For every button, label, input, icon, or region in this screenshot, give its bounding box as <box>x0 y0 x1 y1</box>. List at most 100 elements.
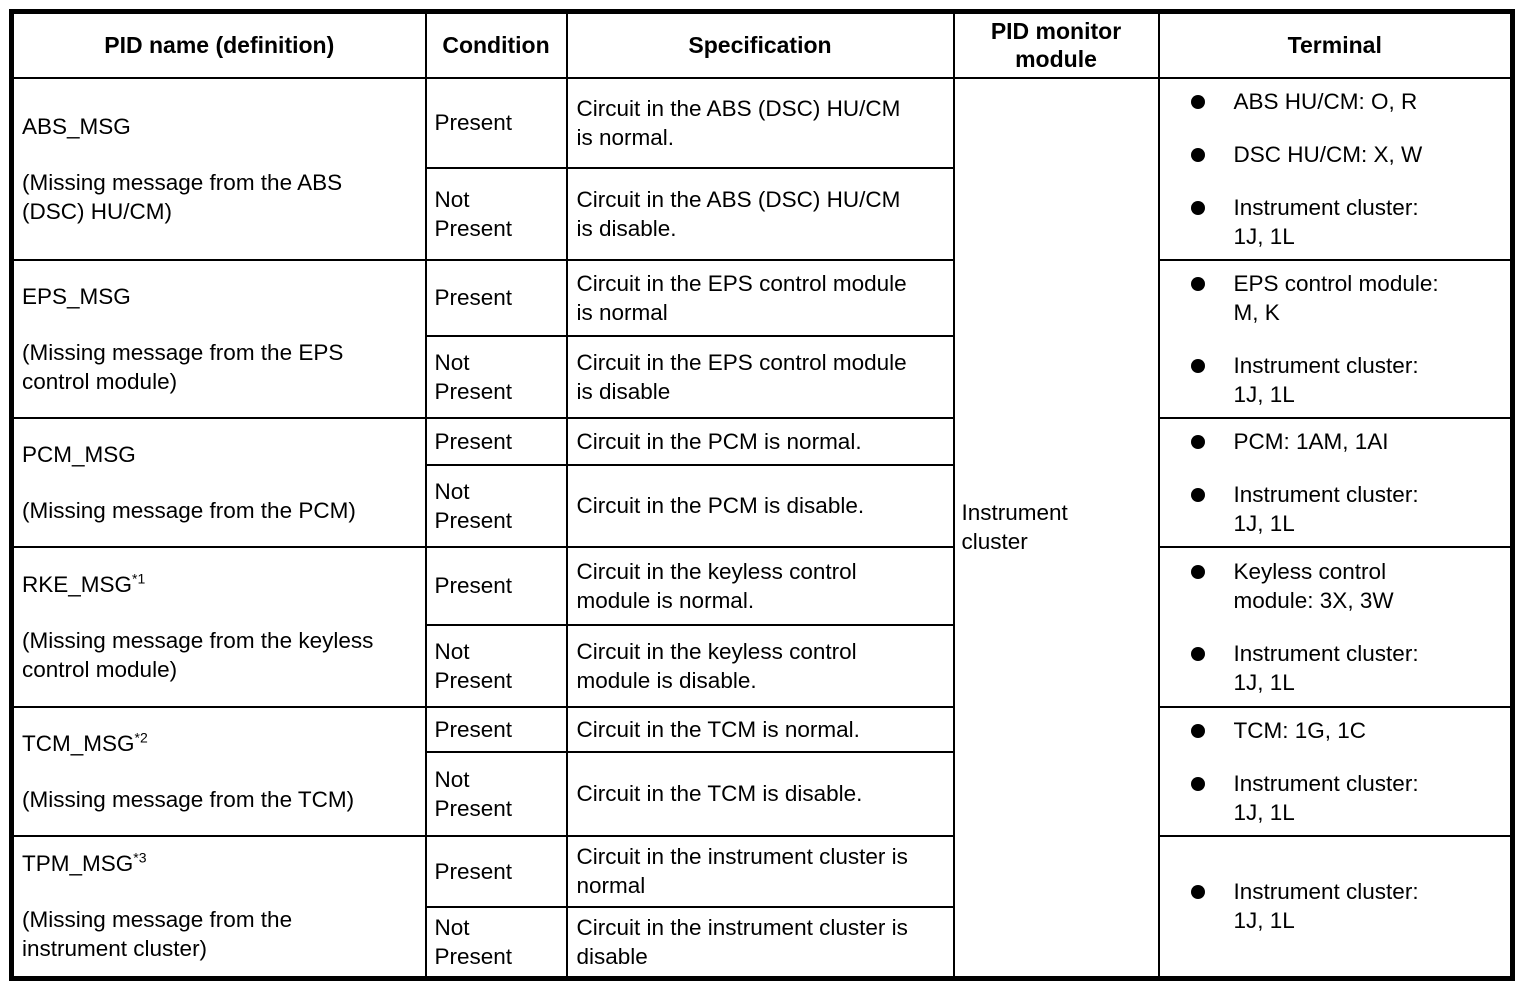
header-specification: Specification <box>565 10 955 79</box>
terminal-text: Instrument cluster: 1J, 1L <box>1233 770 1419 825</box>
specification-cell: Circuit in the PCM is normal. <box>565 416 955 467</box>
terminal-text: ABS HU/CM: O, R <box>1233 88 1418 114</box>
bullet-icon <box>1190 564 1205 579</box>
header-pid-name: PID name (definition) <box>10 10 427 79</box>
pid-name-cell: TCM_MSG*2 (Missing message from the TCM) <box>10 705 427 837</box>
pid-name-text: TPM_MSG <box>22 851 134 877</box>
table-row: Not Present Circuit in the ABS (DSC) HU/… <box>12 166 1513 261</box>
specification-cell: Circuit in the keyless control module is… <box>565 545 955 626</box>
terminal-cell: Instrument cluster: 1J, 1L <box>1157 834 1514 980</box>
terminal-text: Instrument cluster: 1J, 1L <box>1233 640 1419 695</box>
header-terminal: Terminal <box>1157 10 1514 79</box>
pid-definition: (Missing message from the instrument clu… <box>22 907 293 962</box>
table-row: Not Present Circuit in the EPS control m… <box>12 335 1513 419</box>
condition-cell: Present <box>424 705 568 754</box>
pid-name: RKE_MSG*1 <box>22 570 419 599</box>
bullet-icon <box>1190 147 1205 162</box>
terminal-cell: PCM: 1AM, 1AI Instrument cluster: 1J, 1L <box>1157 416 1514 548</box>
pid-name: EPS_MSG <box>22 282 419 311</box>
specification-cell: Circuit in the TCM is normal. <box>565 705 955 754</box>
bullet-icon <box>1190 94 1205 109</box>
table-row: RKE_MSG*1 (Missing message from the keyl… <box>10 545 1514 708</box>
specification-cell: Circuit in the TCM is disable. <box>565 751 955 837</box>
terminal-item: Instrument cluster: 1J, 1L <box>1190 877 1507 935</box>
terminal-item: Instrument cluster: 1J, 1L <box>1190 480 1507 538</box>
table-row: PCM_MSG (Missing message from the PCM) P… <box>10 416 1514 548</box>
terminal-item: TCM: 1G, 1C <box>1190 716 1507 745</box>
pid-name-text: ABS_MSG <box>22 113 131 139</box>
pid-name-cell: EPS_MSG (Missing message from the EPS co… <box>10 258 427 419</box>
table-row: Not Present Circuit in the PCM is disabl… <box>12 464 1513 548</box>
table-row: TPM_MSG*3 (Missing message from the inst… <box>10 834 1514 980</box>
header-pid-monitor-module: PID monitor module <box>952 10 1160 79</box>
header-row: PID name (definition) Condition Specific… <box>10 10 1514 79</box>
condition-cell: Present <box>424 258 568 338</box>
terminal-item: EPS control module: M, K <box>1190 269 1507 327</box>
condition-cell: Not Present <box>424 751 568 837</box>
terminal-cell: ABS HU/CM: O, R DSC HU/CM: X, W Instrume… <box>1157 76 1514 261</box>
terminal-text: PCM: 1AM, 1AI <box>1233 428 1389 454</box>
bullet-icon <box>1190 358 1205 373</box>
bullet-icon <box>1190 434 1205 449</box>
terminal-text: Instrument cluster: 1J, 1L <box>1233 879 1419 934</box>
terminal-cell: Keyless control module: 3X, 3W Instrumen… <box>1157 545 1514 708</box>
pid-name-cell: RKE_MSG*1 (Missing message from the keyl… <box>10 545 427 708</box>
specification-cell: Circuit in the EPS control module is nor… <box>565 258 955 338</box>
specification-cell: Circuit in the EPS control module is dis… <box>565 335 955 419</box>
specification-cell: Circuit in the ABS (DSC) HU/CM is normal… <box>565 76 955 169</box>
specification-cell: Circuit in the instrument cluster is dis… <box>565 905 955 980</box>
condition-cell: Not Present <box>424 623 568 708</box>
condition-cell: Present <box>424 76 568 169</box>
pid-definition: (Missing message from the TCM) <box>22 786 355 812</box>
terminal-item: Instrument cluster: 1J, 1L <box>1190 639 1507 697</box>
condition-cell: Not Present <box>424 464 568 548</box>
condition-cell: Not Present <box>424 166 568 261</box>
terminal-text: Instrument cluster: 1J, 1L <box>1233 194 1419 249</box>
terminal-text: DSC HU/CM: X, W <box>1233 141 1423 167</box>
pid-name-superscript: *3 <box>133 849 147 866</box>
table-row: TCM_MSG*2 (Missing message from the TCM)… <box>10 705 1514 837</box>
terminal-item: Keyless control module: 3X, 3W <box>1190 557 1507 615</box>
specification-cell: Circuit in the keyless control module is… <box>565 623 955 708</box>
terminal-item: ABS HU/CM: O, R <box>1190 87 1507 116</box>
header-condition: Condition <box>424 10 568 79</box>
specification-cell: Circuit in the ABS (DSC) HU/CM is disabl… <box>565 166 955 261</box>
pid-name-cell: PCM_MSG (Missing message from the PCM) <box>10 416 427 548</box>
pid-name-text: EPS_MSG <box>22 283 131 309</box>
terminal-item: DSC HU/CM: X, W <box>1190 140 1507 169</box>
specification-cell: Circuit in the instrument cluster is nor… <box>565 834 955 908</box>
pid-definition: (Missing message from the ABS (DSC) HU/C… <box>22 169 343 224</box>
pid-name-cell: TPM_MSG*3 (Missing message from the inst… <box>10 834 427 980</box>
bullet-icon <box>1190 885 1205 900</box>
bullet-icon <box>1190 487 1205 502</box>
pid-name-text: TCM_MSG <box>22 730 135 756</box>
pid-monitor-table: PID name (definition) Condition Specific… <box>9 9 1515 981</box>
pid-name-text: RKE_MSG <box>22 571 133 597</box>
bullet-icon <box>1190 646 1205 661</box>
terminal-text: TCM: 1G, 1C <box>1233 717 1367 743</box>
bullet-icon <box>1190 276 1205 291</box>
condition-cell: Not Present <box>424 335 568 419</box>
pid-definition: (Missing message from the keyless contro… <box>22 627 374 682</box>
terminal-item: Instrument cluster: 1J, 1L <box>1190 351 1507 409</box>
pid-name-cell: ABS_MSG (Missing message from the ABS (D… <box>10 76 427 261</box>
terminal-text: EPS control module: M, K <box>1233 270 1439 325</box>
terminal-item: PCM: 1AM, 1AI <box>1190 427 1507 456</box>
pid-name-superscript: *1 <box>132 570 146 586</box>
terminal-cell: EPS control module: M, K Instrument clus… <box>1157 258 1514 419</box>
terminal-text: Keyless control module: 3X, 3W <box>1233 558 1394 613</box>
pid-definition: (Missing message from the PCM) <box>22 497 356 523</box>
pid-monitor-module-cell: Instrument cluster <box>952 76 1160 980</box>
condition-cell: Present <box>424 545 568 626</box>
pid-name: TPM_MSG*3 <box>22 849 419 878</box>
specification-cell: Circuit in the PCM is disable. <box>565 464 955 548</box>
condition-cell: Not Present <box>424 905 568 980</box>
pid-name-text: PCM_MSG <box>22 441 136 467</box>
table-row: Not Present Circuit in the keyless contr… <box>12 623 1513 708</box>
table-row: Not Present Circuit in the instrument cl… <box>12 905 1513 980</box>
table-row: EPS_MSG (Missing message from the EPS co… <box>10 258 1514 419</box>
terminal-text: Instrument cluster: 1J, 1L <box>1233 481 1419 536</box>
bullet-icon <box>1190 723 1205 738</box>
terminal-text: Instrument cluster: 1J, 1L <box>1233 352 1419 407</box>
